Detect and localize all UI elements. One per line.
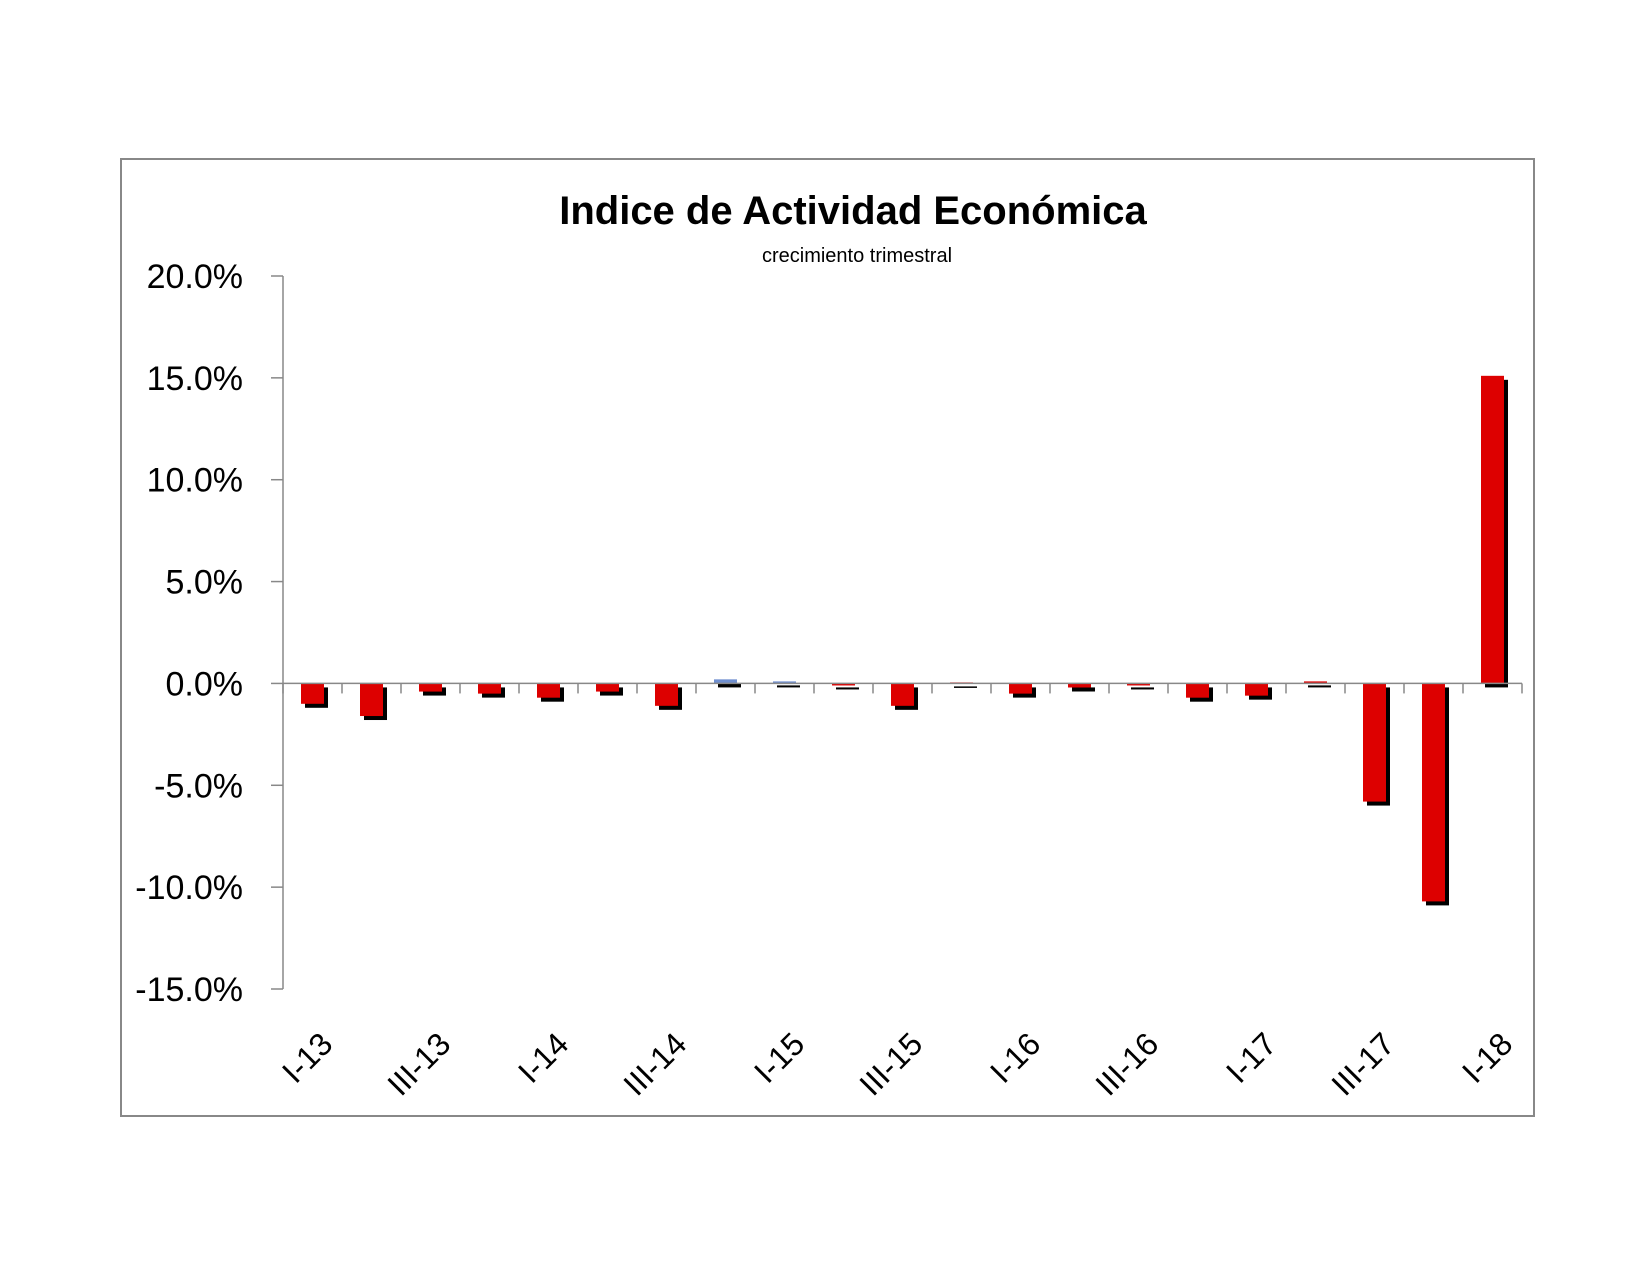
bar-shadow [777, 685, 800, 688]
bar [537, 683, 560, 698]
bar [478, 683, 501, 694]
bar [714, 679, 737, 684]
y-tick-label: -15.0% [135, 971, 243, 1009]
y-tick-label: -5.0% [154, 767, 243, 805]
bar [773, 681, 796, 684]
chart-border [120, 158, 1535, 1117]
bar [832, 683, 855, 686]
bar [596, 683, 619, 692]
bar-shadow [1072, 687, 1095, 692]
chart-title: Indice de Actividad Económica [559, 189, 1147, 233]
bar [360, 683, 383, 717]
bar [301, 683, 324, 704]
bar [1068, 683, 1091, 688]
y-tick-label: 10.0% [147, 462, 243, 500]
bars-group [301, 375, 1508, 906]
bar [1009, 683, 1032, 694]
bar [1422, 683, 1445, 902]
bar [419, 683, 442, 692]
y-tick-label: 0.0% [166, 665, 244, 703]
bar [1481, 375, 1504, 684]
bar [1127, 683, 1150, 686]
bar [655, 683, 678, 706]
y-tick-label: -10.0% [135, 869, 243, 907]
bar-shadow [954, 686, 977, 688]
y-axis: 20.0% 15.0% 10.0% 5.0% 0.0% -5.0% -10.0% -15.0% [135, 258, 284, 1009]
bar [1186, 683, 1209, 698]
bar [1304, 681, 1327, 684]
chart-subtitle: crecimiento trimestral [762, 245, 952, 267]
bar [891, 683, 914, 706]
bar-shadow [718, 683, 741, 688]
bar [1363, 683, 1386, 802]
bar-shadow [836, 687, 859, 690]
bar-shadow [1131, 687, 1154, 690]
bar [1245, 683, 1268, 696]
y-tick-label: 15.0% [147, 360, 243, 398]
y-tick-label: 20.0% [147, 258, 243, 296]
y-tick-label: 5.0% [166, 564, 244, 602]
bar-shadow [1308, 685, 1331, 688]
